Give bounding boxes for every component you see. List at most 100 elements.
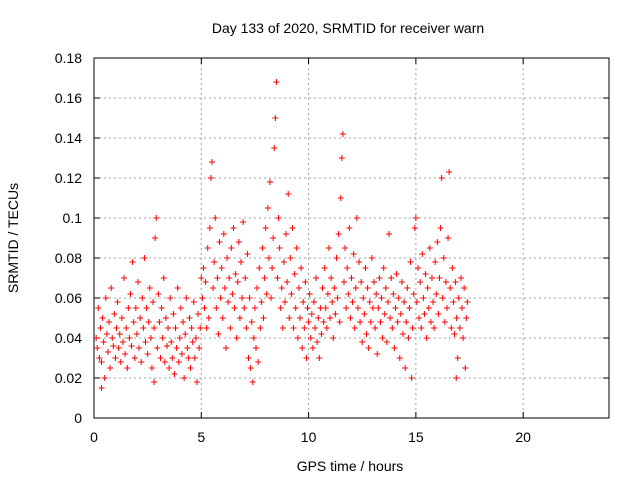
data-point [100, 339, 107, 345]
data-point [286, 315, 293, 321]
data-point [325, 245, 332, 251]
data-point [456, 325, 463, 331]
data-point [144, 351, 151, 357]
data-point [454, 355, 461, 361]
data-point [371, 279, 378, 285]
data-point [240, 219, 247, 225]
data-point [276, 245, 283, 251]
data-point [241, 305, 248, 311]
data-point [156, 319, 163, 325]
data-point [417, 279, 424, 285]
data-point [451, 331, 458, 337]
data-point [313, 275, 320, 281]
data-point [438, 175, 445, 181]
data-point [110, 343, 117, 349]
data-point [114, 299, 121, 305]
data-point [351, 325, 358, 331]
data-point [342, 245, 349, 251]
data-point [387, 315, 394, 321]
data-point [162, 315, 169, 321]
data-point [227, 325, 234, 331]
data-point [181, 375, 188, 381]
data-point [235, 239, 242, 245]
data-point [171, 371, 178, 377]
data-point [455, 295, 462, 301]
data-point [209, 159, 216, 165]
data-point [374, 351, 381, 357]
data-point [253, 345, 260, 351]
data-point [312, 325, 319, 331]
data-point [232, 271, 239, 277]
data-point [151, 325, 158, 331]
data-point [298, 265, 305, 271]
data-point [160, 275, 167, 281]
data-point [206, 225, 213, 231]
data-point [202, 279, 209, 285]
data-point [415, 265, 422, 271]
plot-frame [93, 57, 610, 419]
data-point [104, 349, 111, 355]
data-point [125, 305, 132, 311]
data-point [150, 299, 157, 305]
data-point [133, 331, 140, 337]
data-point [147, 335, 154, 341]
data-point [442, 279, 449, 285]
y-tick-label: 0.04 [55, 330, 82, 346]
data-point [295, 285, 302, 291]
data-point [271, 145, 278, 151]
data-point [243, 325, 250, 331]
data-point [121, 275, 128, 281]
data-point [187, 365, 194, 371]
data-point [198, 275, 205, 281]
data-point [199, 295, 206, 301]
data-point [457, 275, 464, 281]
data-point [137, 315, 144, 321]
data-point [220, 231, 227, 237]
data-point [406, 305, 413, 311]
data-point [272, 115, 279, 121]
data-point [331, 285, 338, 291]
data-point [275, 215, 282, 221]
data-point [372, 325, 379, 331]
data-point [236, 315, 243, 321]
data-point [337, 195, 344, 201]
data-point [207, 175, 214, 181]
data-point [459, 305, 466, 311]
data-point [365, 345, 372, 351]
data-point [178, 351, 185, 357]
data-point [404, 285, 411, 291]
data-point [284, 279, 291, 285]
data-point [94, 345, 101, 351]
data-point [464, 299, 471, 305]
data-point [285, 191, 292, 197]
data-point [184, 345, 191, 351]
data-point [463, 315, 470, 321]
data-point [376, 275, 383, 281]
data-point [362, 265, 369, 271]
data-point [307, 335, 314, 341]
data-point [170, 311, 177, 317]
data-point [297, 315, 303, 321]
data-point [324, 291, 331, 297]
data-point [128, 343, 135, 349]
data-point [340, 279, 347, 285]
data-point [395, 295, 402, 301]
data-point [416, 315, 423, 321]
data-point [368, 255, 375, 261]
data-point [274, 275, 281, 281]
data-point [242, 275, 249, 281]
data-point [158, 305, 165, 311]
data-point [287, 255, 294, 261]
data-point [124, 365, 131, 371]
data-point [386, 231, 393, 237]
data-point [186, 315, 193, 321]
data-point [419, 251, 426, 257]
data-point [95, 305, 102, 311]
data-point [280, 259, 287, 265]
data-point [431, 325, 438, 331]
data-point [392, 305, 399, 311]
data-point [191, 355, 198, 361]
data-point [210, 285, 217, 291]
data-point [231, 305, 238, 311]
data-point [436, 275, 443, 281]
